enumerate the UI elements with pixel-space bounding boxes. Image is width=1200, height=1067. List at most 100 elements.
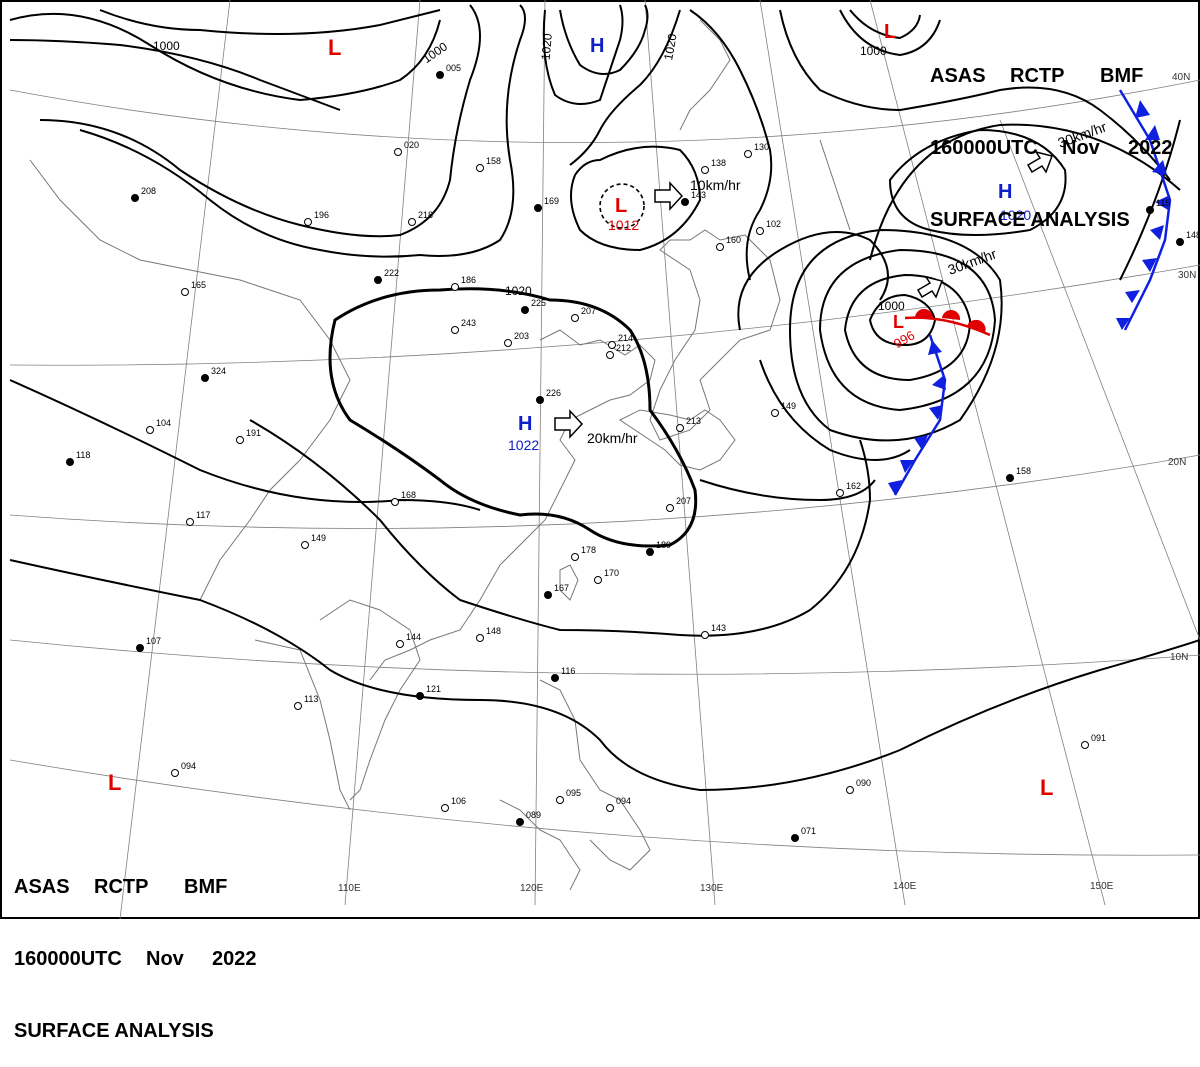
motion-arrow-icon xyxy=(555,411,582,437)
station-pressure-value: 138 xyxy=(711,158,726,168)
station-circle-icon xyxy=(442,805,449,812)
low-center-symbol: L xyxy=(108,770,121,795)
isobar-label: 1000 xyxy=(153,39,180,53)
station-pressure-value: 165 xyxy=(191,280,206,290)
station-circle-icon xyxy=(452,327,459,334)
station-circle-icon xyxy=(772,410,779,417)
station-pressure-value: 203 xyxy=(514,331,529,341)
station-pressure-value: 107 xyxy=(146,636,161,646)
station-circle-icon xyxy=(682,199,689,206)
station-circle-icon xyxy=(409,219,416,226)
station-circle-icon xyxy=(757,228,764,235)
station-circle-icon xyxy=(837,490,844,497)
lat-label: 10N xyxy=(1170,652,1188,663)
station-circle-icon xyxy=(137,645,144,652)
station-circle-icon xyxy=(572,554,579,561)
station-pressure-value: 005 xyxy=(446,63,461,73)
station-pressure-value: 170 xyxy=(604,568,619,578)
station-circle-icon xyxy=(395,149,402,156)
lon-label: 130E xyxy=(700,883,724,894)
isobar-label: 1020 xyxy=(661,32,679,61)
lon-label: 140E xyxy=(893,881,917,892)
station-circle-icon xyxy=(607,805,614,812)
header-code: BMF xyxy=(184,875,227,899)
station-pressure-value: 213 xyxy=(686,416,701,426)
station-circle-icon xyxy=(609,342,616,349)
station-pressure-value: 071 xyxy=(801,826,816,836)
low-center-symbol: L xyxy=(893,312,904,332)
station-circle-icon xyxy=(557,797,564,804)
station-circle-icon xyxy=(677,425,684,432)
header-code: BMF xyxy=(1100,64,1143,88)
station-circle-icon xyxy=(295,703,302,710)
motion-arrow-icon xyxy=(655,183,682,209)
station-pressure-value: 149 xyxy=(781,401,796,411)
station-pressure-value: 102 xyxy=(766,219,781,229)
lon-label: 120E xyxy=(520,883,544,894)
station-pressure-value: 148 xyxy=(486,626,501,636)
station-pressure-value: 143 xyxy=(691,190,706,200)
station-pressure-value: 207 xyxy=(676,496,691,506)
station-circle-icon xyxy=(505,340,512,347)
station-circle-icon xyxy=(182,289,189,296)
header-title: SURFACE ANALYSIS xyxy=(14,1019,257,1043)
station-pressure-value: 104 xyxy=(156,418,171,428)
station-circle-icon xyxy=(375,277,382,284)
station-circle-icon xyxy=(172,770,179,777)
header-year: 2022 xyxy=(212,947,257,971)
station-circle-icon xyxy=(702,632,709,639)
station-pressure-value: 149 xyxy=(311,533,326,543)
header-month: Nov xyxy=(146,947,212,971)
station-pressure-value: 225 xyxy=(531,298,546,308)
station-pressure-value: 168 xyxy=(401,490,416,500)
station-pressure-value: 191 xyxy=(246,428,261,438)
low-center-symbol: L xyxy=(1040,775,1053,800)
lat-label: 40N xyxy=(1172,72,1190,83)
header-title: SURFACE ANALYSIS xyxy=(930,208,1173,232)
station-pressure-value: 106 xyxy=(451,796,466,806)
station-circle-icon xyxy=(572,315,579,322)
station-pressure-value: 169 xyxy=(544,196,559,206)
station-pressure-value: 189 xyxy=(656,540,671,550)
lon-label: 150E xyxy=(1090,881,1114,892)
high-center-symbol: H xyxy=(590,35,604,57)
station-pressure-value: 243 xyxy=(461,318,476,328)
station-pressure-value: 214 xyxy=(618,333,633,343)
station-pressure-value: 090 xyxy=(856,778,871,788)
station-pressure-value: 208 xyxy=(141,186,156,196)
station-circle-icon xyxy=(305,219,312,226)
header-month: Nov xyxy=(1062,136,1128,160)
station-circle-icon xyxy=(132,195,139,202)
isobar-labels: 1000 1000 1020 1020 1000 1020 1000 xyxy=(153,32,905,313)
lat-label: 30N xyxy=(1178,270,1196,281)
isobar-label: 1000 xyxy=(878,299,905,313)
station-circle-icon xyxy=(702,167,709,174)
motion-speed-label: 20km/hr xyxy=(587,430,638,446)
header-agency: ASAS xyxy=(14,875,94,899)
station-circle-icon xyxy=(477,165,484,172)
station-circle-icon xyxy=(1007,475,1014,482)
header-time: 160000UTC xyxy=(930,136,1062,160)
isobar-label: 1000 xyxy=(860,44,887,58)
station-pressure-value: 121 xyxy=(426,684,441,694)
station-circle-icon xyxy=(745,151,752,158)
isobar-label: 1020 xyxy=(505,284,532,298)
station-pressure-value: 226 xyxy=(546,388,561,398)
station-circle-icon xyxy=(595,577,602,584)
station-pressure-value: 094 xyxy=(616,796,631,806)
station-circle-icon xyxy=(792,835,799,842)
low-center-symbol: L xyxy=(615,195,627,217)
station-circle-icon xyxy=(517,819,524,826)
high-center-symbol: H xyxy=(518,413,532,435)
header-station: RCTP xyxy=(94,875,184,899)
isobar-label: 1020 xyxy=(539,33,555,61)
station-pressure-value: 218 xyxy=(418,210,433,220)
station-circle-icon xyxy=(667,505,674,512)
station-pressure-value: 117 xyxy=(196,510,210,520)
station-circle-icon xyxy=(552,675,559,682)
header-station: RCTP xyxy=(1010,64,1100,88)
station-pressure-value: 089 xyxy=(526,810,541,820)
station-circle-icon xyxy=(67,459,74,466)
station-circle-icon xyxy=(392,499,399,506)
